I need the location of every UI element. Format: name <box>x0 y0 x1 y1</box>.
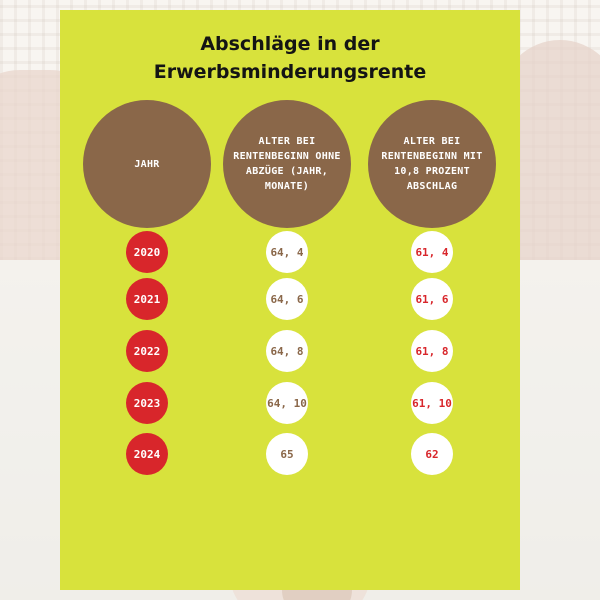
age-without-2022: 64, 8 <box>266 330 308 372</box>
year-2020: 2020 <box>126 231 168 273</box>
age-without-2024: 65 <box>266 433 308 475</box>
age-with-2023: 61, 10 <box>411 382 453 424</box>
title-line-1: Abschläge in der <box>200 33 380 55</box>
header-age-with-deduction: ALTER BEI RENTENBEGINN MIT 10,8 PROZENT … <box>368 100 496 228</box>
age-with-2024: 62 <box>411 433 453 475</box>
page-title: Abschläge in der Erwerbsminderungsrente <box>60 30 520 86</box>
age-with-2022: 61, 8 <box>411 330 453 372</box>
age-without-2023: 64, 10 <box>266 382 308 424</box>
title-line-2: Erwerbsminderungsrente <box>153 61 427 83</box>
year-2023: 2023 <box>126 382 168 424</box>
year-2024: 2024 <box>126 433 168 475</box>
age-without-2021: 64, 6 <box>266 278 308 320</box>
header-year: JAHR <box>83 100 211 228</box>
age-without-2020: 64, 4 <box>266 231 308 273</box>
age-with-2020: 61, 4 <box>411 231 453 273</box>
year-2021: 2021 <box>126 278 168 320</box>
age-with-2021: 61, 6 <box>411 278 453 320</box>
header-age-without-deduction: ALTER BEI RENTENBEGINN OHNE ABZÜGE (JAHR… <box>223 100 351 228</box>
info-panel: Abschläge in der Erwerbsminderungsrente … <box>60 10 520 590</box>
year-2022: 2022 <box>126 330 168 372</box>
